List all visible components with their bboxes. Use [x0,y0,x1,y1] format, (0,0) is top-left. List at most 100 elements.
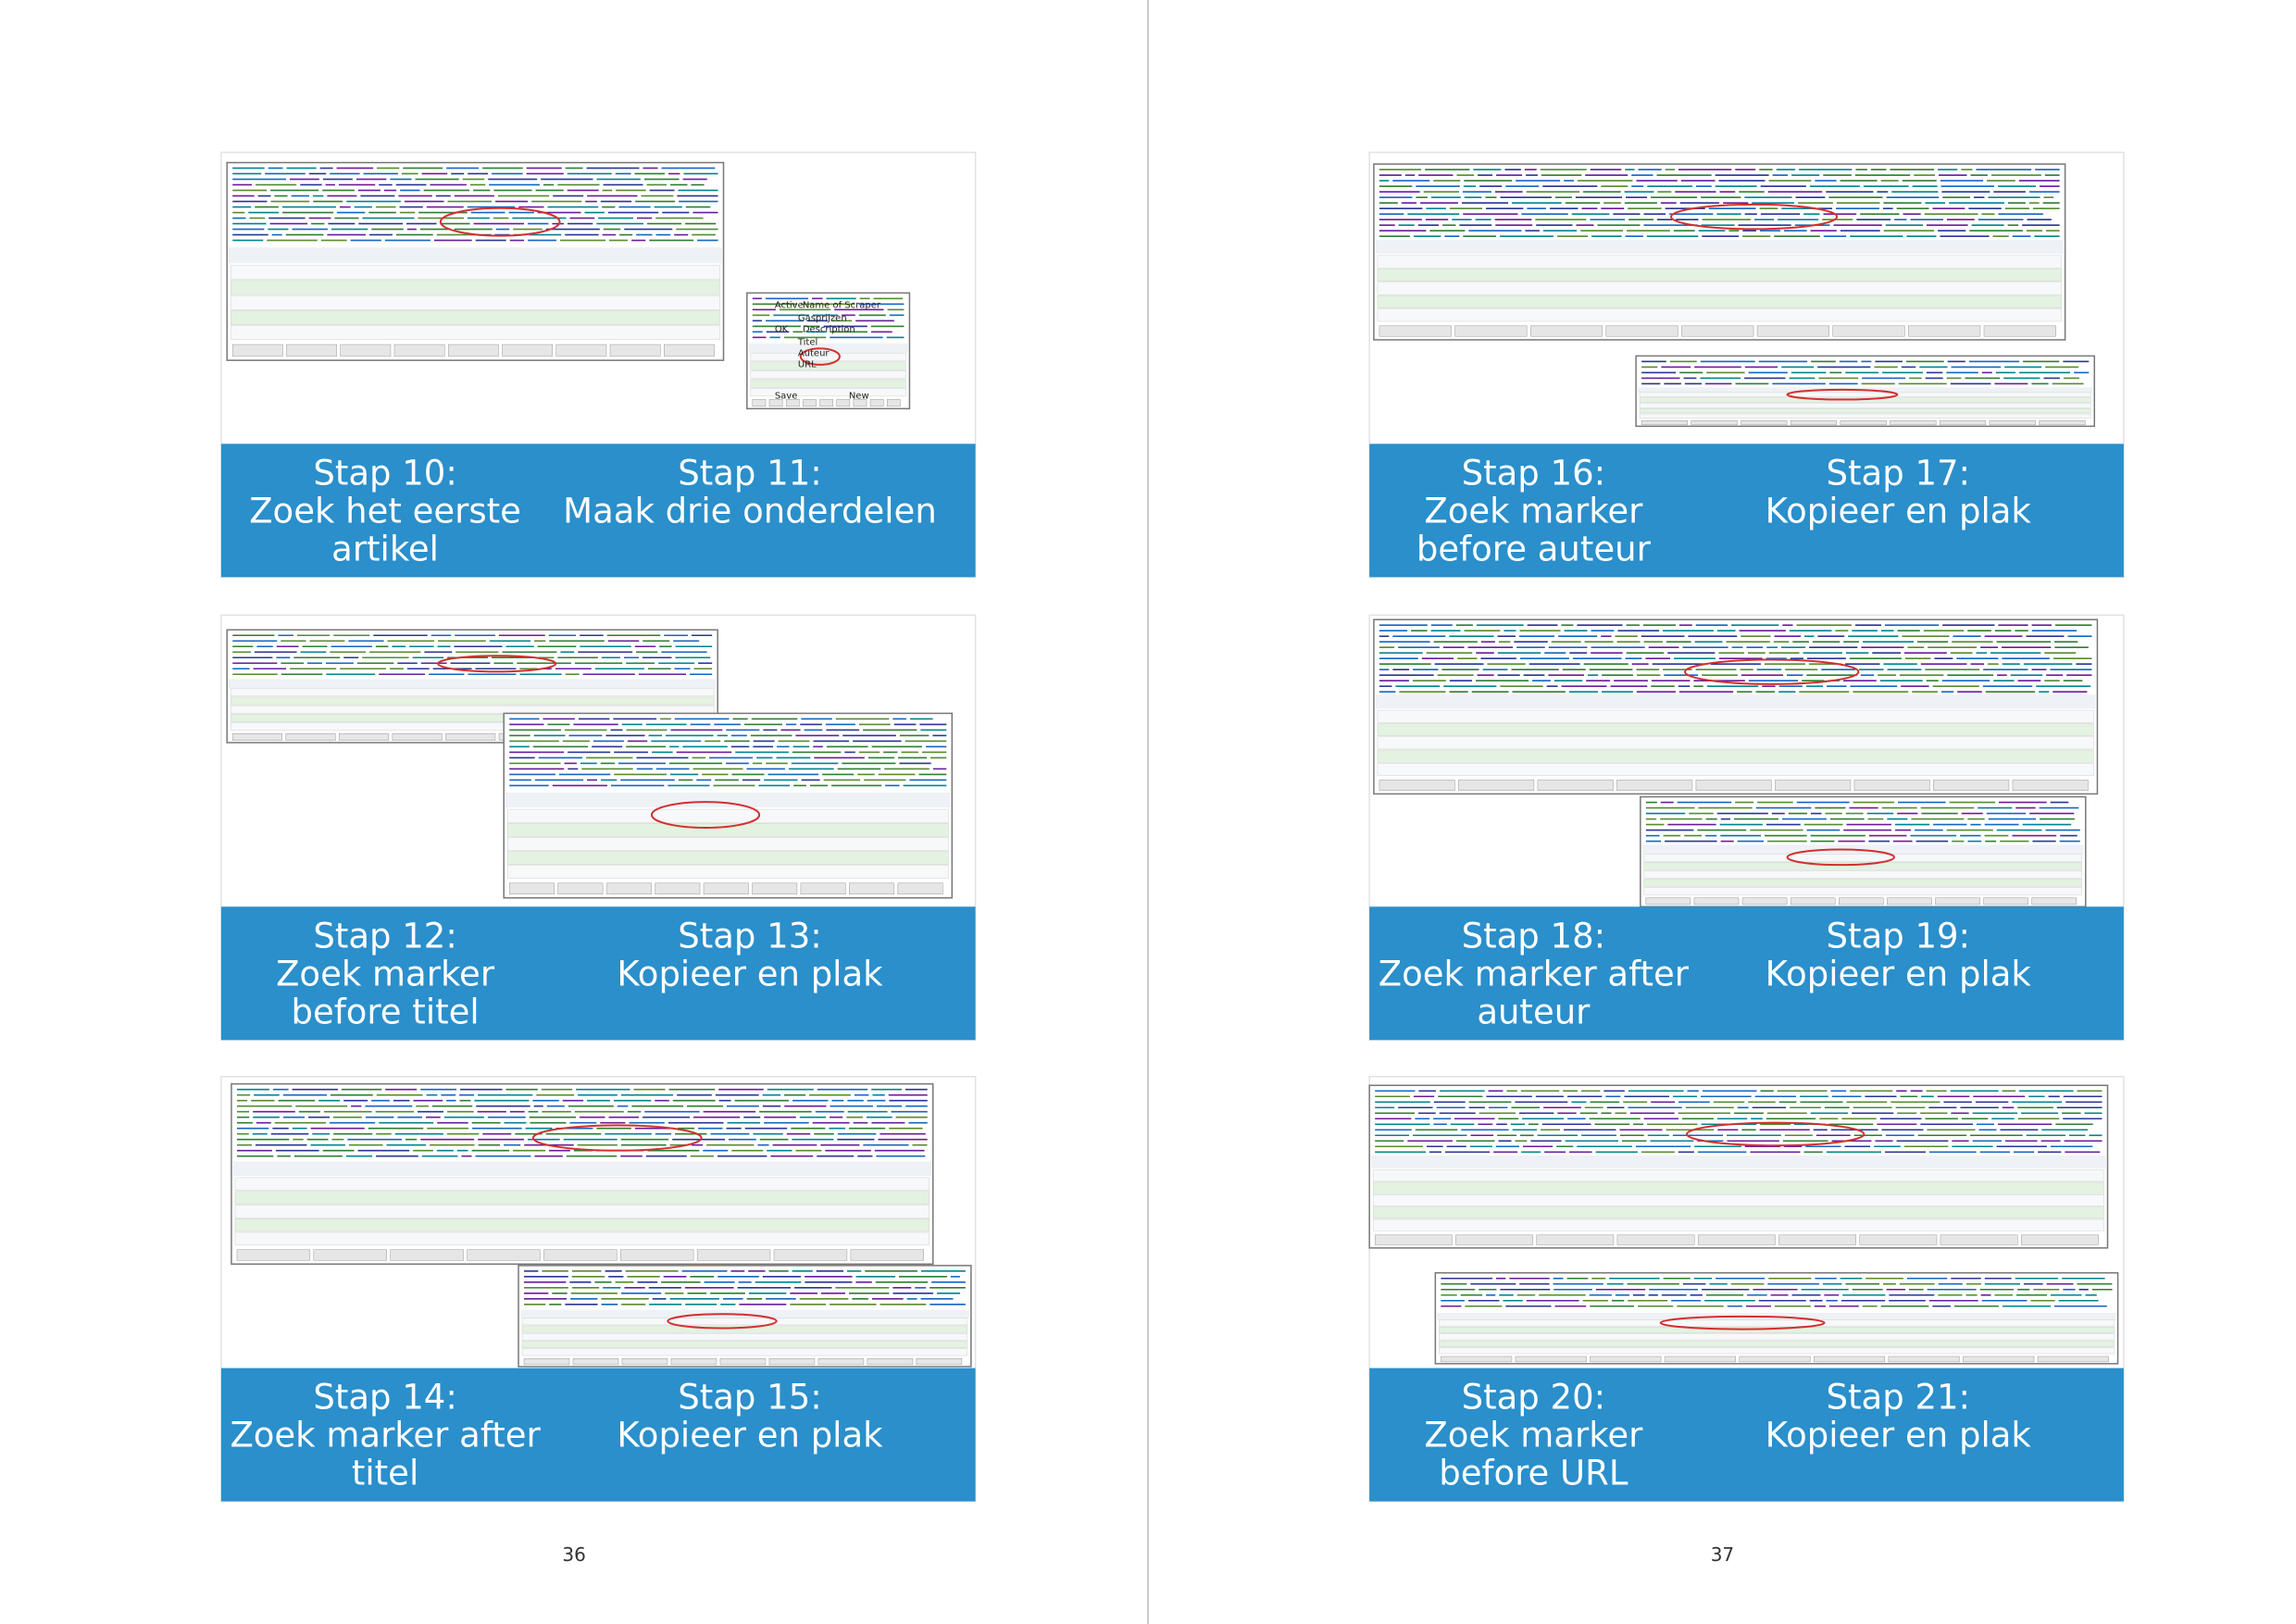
caption-band [220,1368,976,1502]
table-row [1377,763,2094,776]
caption-line: titel [352,1454,418,1493]
table-row [506,837,949,851]
table-row [230,310,720,325]
button [572,1358,619,1366]
toolbar [1641,844,2084,854]
button [1989,420,2036,426]
table-row [1639,392,2091,397]
button [285,733,336,741]
highlight-circle [667,1313,778,1330]
caption-line: Stap 19: [1827,916,1970,956]
table-row [234,1231,930,1246]
caption-line: Stap 15: [678,1378,821,1418]
highlight-circle [1659,1315,1826,1330]
table-row [1639,403,2091,408]
table-row [230,265,720,281]
caption-line: Stap 10: [313,453,456,493]
button [620,1249,694,1261]
button [2037,1355,2109,1363]
caption-line: Zoek marker [1424,1416,1643,1455]
caption-band [220,906,976,1041]
table-row [506,865,949,880]
button [1839,897,1884,906]
caption-line: Stap 14: [313,1378,456,1418]
caption-line: Kopieer en plak [1766,954,2032,993]
caption-line: Stap 11: [678,453,821,493]
button [1741,420,1788,426]
toolbar [1375,239,2064,255]
table-row [1439,1333,2115,1341]
caption-line: Kopieer en plak [617,954,883,993]
inset-label: URL [798,359,817,369]
button [696,1249,771,1261]
button [800,882,846,895]
caption-line: Stap 21: [1827,1378,1970,1418]
caption-line: Stap 12: [313,916,456,956]
button [1853,780,1930,791]
highlight-circle [799,347,841,366]
highlight-circle [1683,658,1860,685]
button [916,1358,963,1366]
inset-label: Auteur [798,348,830,358]
button [1379,780,1455,791]
button [340,344,392,357]
table-row [230,294,720,310]
toolbar [229,247,722,264]
button [447,344,499,357]
button [803,399,817,407]
table-row [750,361,906,370]
toolbar [232,1161,931,1176]
button [1536,1234,1615,1245]
button [655,882,701,895]
button [817,1358,865,1366]
button [236,1249,311,1261]
button [1778,1234,1856,1245]
table-row [234,1205,930,1218]
table-row [1643,862,2083,870]
caption-line: auteur [1477,992,1591,1031]
button [1616,780,1693,791]
button [1908,325,1981,337]
button [1890,420,1937,426]
button [557,882,604,895]
button [853,399,867,407]
table-row [1439,1326,2115,1333]
button [1454,325,1528,337]
inset-label: New [849,391,869,401]
table-row [1643,887,2083,895]
button [286,344,337,357]
button [886,399,901,407]
button [2020,1234,2099,1245]
toolbar [748,343,908,353]
table-row [1639,397,2091,403]
button [869,399,884,407]
table-row [1439,1319,2115,1327]
table-row [1372,1206,2104,1219]
button [1681,325,1754,337]
button [392,733,443,741]
inset-label: OK [775,324,789,334]
button [1616,1234,1695,1245]
table-row [506,851,949,865]
button [1455,1234,1533,1245]
inset-label: Save [775,391,798,401]
table-row [1643,870,2083,879]
button [1664,1355,1736,1363]
caption-line: Stap 13: [678,916,821,956]
button [2012,780,2089,791]
button [508,882,555,895]
button [785,399,800,407]
caption-line: Zoek het eerste [249,491,521,531]
button [836,399,851,407]
highlight-circle [650,801,761,830]
table-row [230,325,720,341]
caption-line: Kopieer en plak [1766,1416,2032,1455]
button [523,1358,570,1366]
button [850,1249,924,1261]
button [467,1249,541,1261]
button [752,399,767,407]
button [390,1249,464,1261]
table-row [230,280,720,295]
